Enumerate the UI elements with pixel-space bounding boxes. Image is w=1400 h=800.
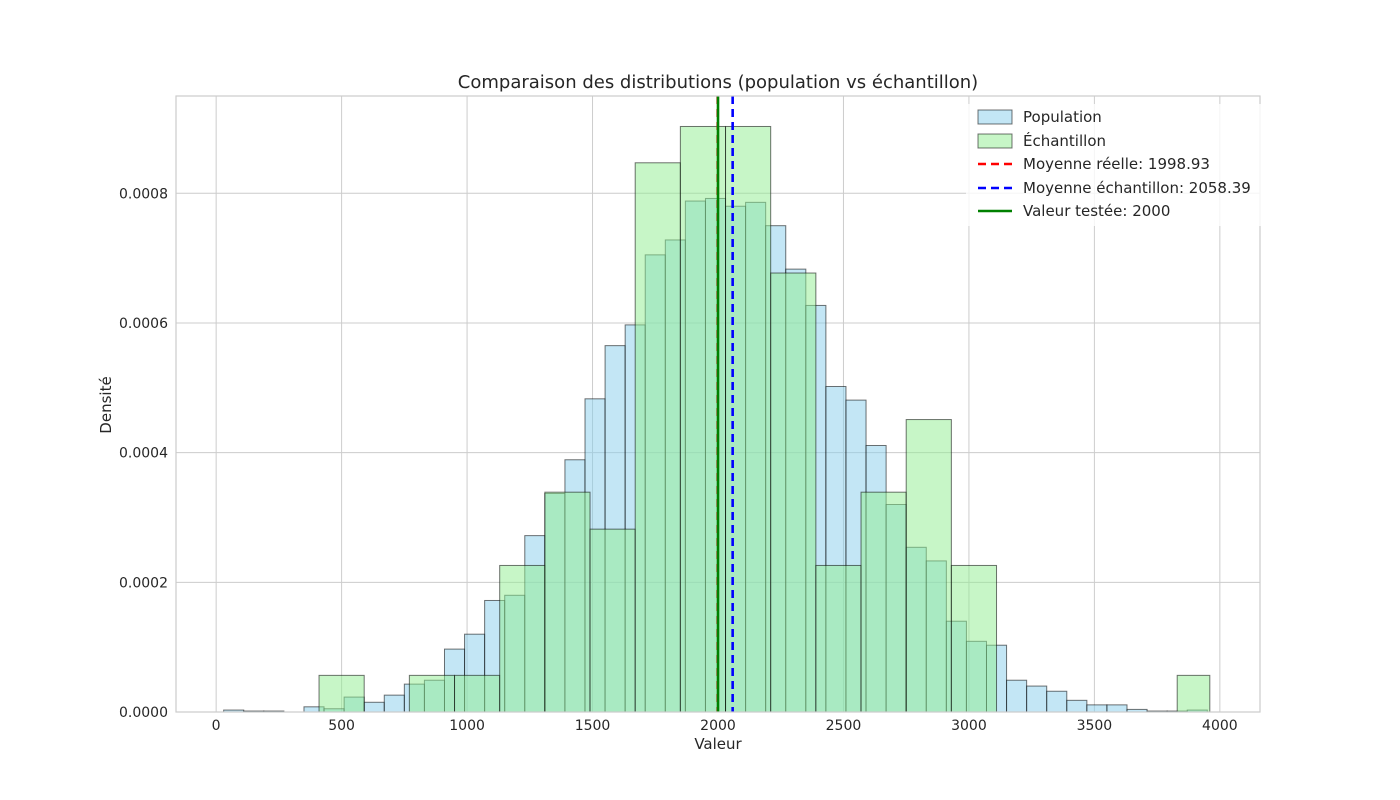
population-bar bbox=[363, 701, 385, 713]
x-tick-label: 2000 bbox=[700, 718, 736, 734]
echantillon-bar bbox=[589, 528, 636, 713]
echantillon-bar bbox=[1176, 674, 1211, 713]
echantillon-bar bbox=[860, 491, 907, 713]
legend-item-mean-sample-label: Moyenne échantillon: 2058.39 bbox=[1023, 179, 1251, 197]
echantillon-bar bbox=[454, 674, 501, 713]
echantillon-bar bbox=[905, 419, 952, 713]
legend-item-echantillon-label: Échantillon bbox=[1023, 131, 1106, 150]
population-bar bbox=[383, 694, 405, 713]
population-bar bbox=[1026, 685, 1048, 713]
legend-item-tested-value-label: Valeur testée: 2000 bbox=[1023, 202, 1170, 220]
echantillon-bar bbox=[815, 564, 862, 713]
x-tick-label: 3500 bbox=[1077, 718, 1113, 734]
chart-title: Comparaison des distributions (populatio… bbox=[458, 72, 978, 93]
y-tick-label: 0.0000 bbox=[119, 705, 168, 721]
population-bar bbox=[1046, 690, 1068, 713]
echantillon-bars bbox=[318, 125, 1211, 713]
population-bar bbox=[1006, 679, 1028, 713]
legend-item-population-swatch bbox=[977, 109, 1013, 125]
y-tick-label: 0.0002 bbox=[119, 575, 168, 591]
y-tick-label: 0.0004 bbox=[119, 446, 168, 462]
echantillon-bar bbox=[634, 162, 681, 713]
echantillon-bar bbox=[499, 564, 546, 713]
x-tick-label: 2500 bbox=[826, 718, 862, 734]
echantillon-bar bbox=[725, 125, 772, 713]
y-axis-ticks: 0.0000 0.0002 0.0004 0.0006 0.0008 bbox=[119, 186, 168, 721]
legend-item-mean-real-label: Moyenne réelle: 1998.93 bbox=[1023, 155, 1210, 173]
echantillon-bar bbox=[408, 674, 456, 713]
x-tick-label: 4000 bbox=[1202, 718, 1238, 734]
x-tick-label: 0 bbox=[212, 718, 221, 734]
population-bar bbox=[1066, 699, 1088, 713]
population-bar bbox=[1106, 704, 1128, 713]
x-tick-label: 3000 bbox=[951, 718, 987, 734]
y-tick-label: 0.0008 bbox=[119, 186, 168, 202]
reference-lines bbox=[716, 96, 734, 712]
x-tick-label: 1000 bbox=[449, 718, 485, 734]
echantillon-bar bbox=[318, 674, 365, 713]
x-tick-label: 1500 bbox=[575, 718, 611, 734]
y-tick-label: 0.0006 bbox=[119, 316, 168, 332]
x-axis-title: Valeur bbox=[694, 735, 742, 753]
echantillon-bar bbox=[770, 272, 817, 713]
x-tick-label: 500 bbox=[328, 718, 355, 734]
legend-item-population-label: Population bbox=[1023, 108, 1102, 126]
echantillon-bar bbox=[950, 564, 998, 713]
echantillon-bar bbox=[544, 491, 591, 713]
legend-background bbox=[966, 104, 1262, 226]
legend: Population Échantillon Moyenne réelle: 199… bbox=[966, 104, 1262, 226]
plot-frame bbox=[175, 95, 1261, 713]
x-axis-ticks: 0 500 1000 1500 2000 2500 3000 3500 4000 bbox=[212, 718, 1238, 734]
y-axis-title: Densité bbox=[97, 376, 115, 433]
legend-item-echantillon-swatch bbox=[977, 133, 1013, 149]
population-bar bbox=[1086, 704, 1108, 713]
